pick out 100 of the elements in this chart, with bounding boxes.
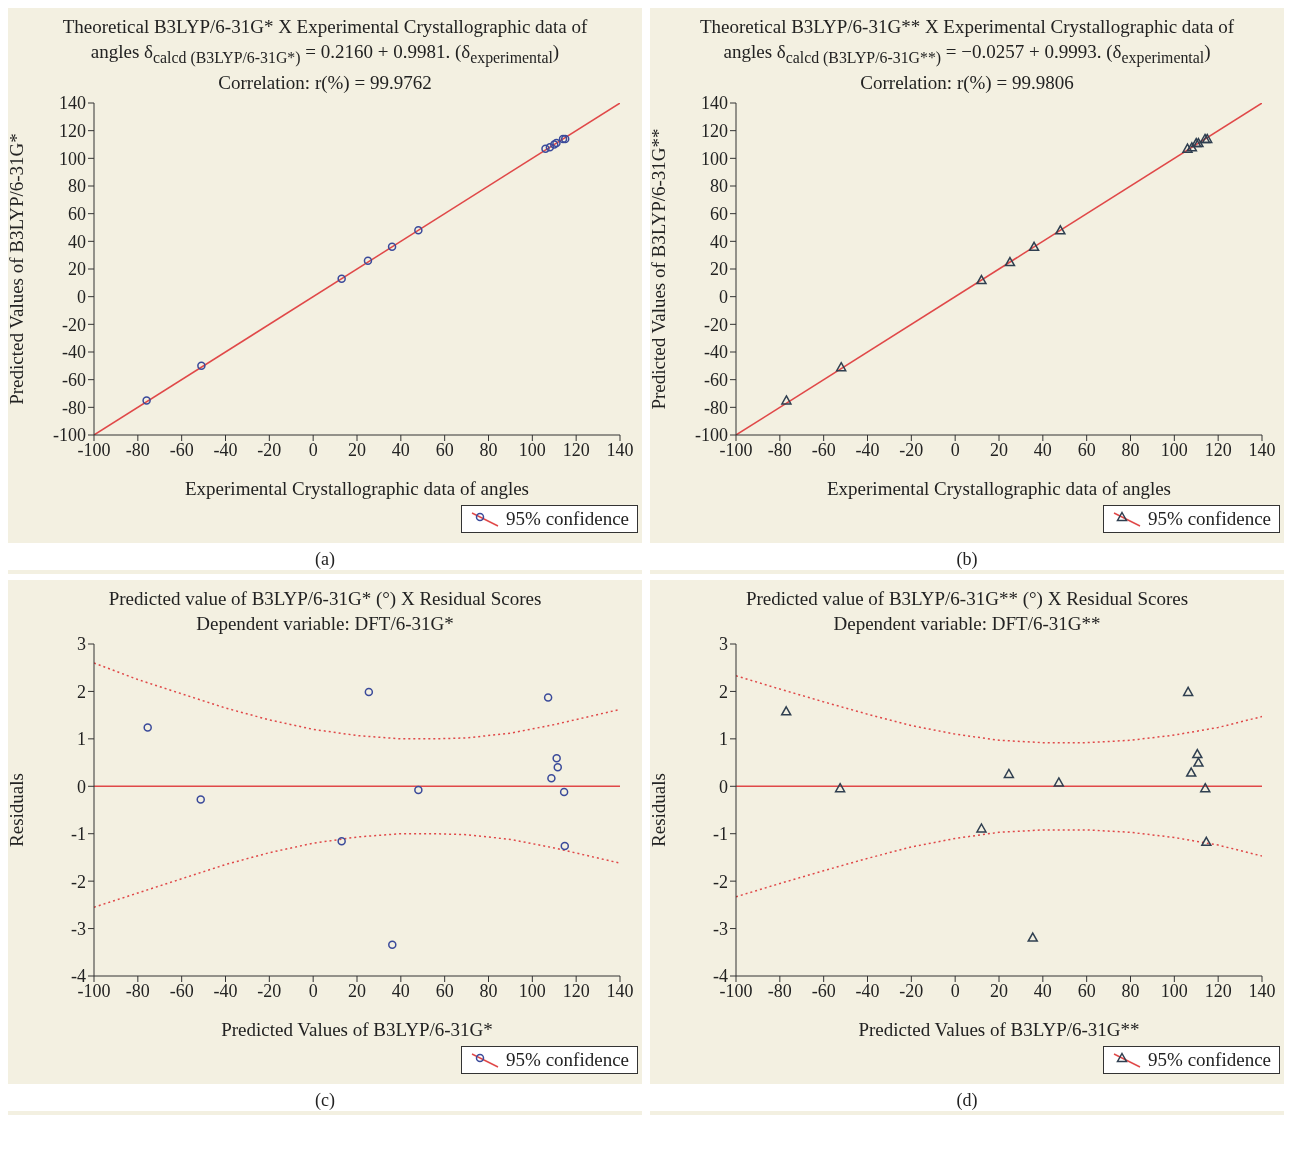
x-tick-label: -40 — [213, 439, 238, 460]
x-tick-label: 100 — [1160, 439, 1188, 460]
y-tick-label: -40 — [62, 342, 86, 363]
x-tick-label: 20 — [348, 439, 366, 460]
point — [1192, 748, 1203, 759]
x-tick-label: 40 — [391, 980, 410, 1001]
x-tick-label: 100 — [518, 439, 546, 460]
y-tick-label: 3 — [77, 634, 86, 655]
x-tick-label: 40 — [1033, 439, 1052, 460]
point — [835, 361, 847, 372]
x-tick-label: -40 — [213, 980, 238, 1001]
y-tick-label: 0 — [719, 776, 728, 797]
y-tick-label: -4 — [713, 966, 728, 987]
point — [197, 361, 206, 370]
point — [414, 785, 423, 795]
x-tick-label: 100 — [1160, 980, 1188, 1001]
y-tick-label: 1 — [77, 729, 86, 750]
chart-title: Predicted value of B3LYP/6-31G* (°) X Residual Scores — [107, 586, 543, 611]
point — [1055, 224, 1066, 235]
y-tick-label: -100 — [695, 425, 728, 446]
x-tick-label: 140 — [1248, 439, 1276, 460]
y-tick-label: 20 — [68, 259, 86, 280]
point — [1004, 256, 1016, 267]
y-tick-label: -40 — [704, 342, 728, 363]
x-tick-label: 60 — [435, 439, 454, 460]
x-tick-label: -20 — [257, 980, 282, 1001]
x-tick-label: -20 — [257, 439, 282, 460]
x-tick-label: -40 — [855, 980, 880, 1001]
y-tick-label: 1 — [719, 729, 728, 750]
point — [547, 773, 556, 783]
x-tick-label: 40 — [391, 439, 410, 460]
y-tick-label: 100 — [701, 148, 728, 169]
point — [196, 795, 205, 804]
chart-subtitle: Dependent variable: DFT/6-31G** — [832, 611, 1102, 636]
x-tick-label: 80 — [479, 980, 498, 1001]
line-series — [736, 674, 1262, 744]
point — [1182, 143, 1193, 153]
chart-title: Theoretical B3LYP/6-31G* X Experimental Crystallographic data of angles δ$_{calcd (B3LYP/6-31G*)}$ = 0.2160 + 0.9981. (δ$_{experimental}$) — [61, 15, 589, 69]
y-axis-title: Predicted Values of B3LYP/6-31G** — [647, 128, 669, 410]
point — [780, 705, 792, 716]
y-tick-label: -60 — [704, 369, 728, 390]
y-axis-title: Residuals — [5, 772, 27, 847]
legend-label: 95% confidence — [506, 507, 629, 530]
x-tick-label: 140 — [606, 980, 634, 1001]
chart-subtitle: Correlation: r(%) = 99.9806 — [859, 70, 1075, 95]
point — [1053, 777, 1065, 787]
chart-subtitle: Correlation: r(%) = 99.9762 — [217, 70, 433, 95]
point — [337, 836, 346, 846]
y-tick-label: 20 — [710, 259, 728, 280]
y-tick-label: 40 — [68, 231, 86, 252]
y-tick-label: -60 — [62, 369, 86, 390]
x-tick-label: 0 — [308, 980, 318, 1001]
point — [1193, 757, 1204, 767]
point — [834, 782, 846, 793]
chart-subtitle: Dependent variable: DFT/6-31G* — [195, 611, 455, 636]
y-tick-label: -20 — [704, 314, 728, 335]
point — [388, 940, 397, 949]
x-tick-label: -80 — [767, 439, 792, 460]
x-tick-label: 60 — [435, 980, 454, 1001]
line-series — [94, 832, 620, 908]
point — [143, 723, 152, 732]
x-tick-label: 0 — [950, 439, 960, 460]
x-tick-label: 60 — [1077, 439, 1096, 460]
y-tick-label: -1 — [71, 823, 86, 844]
point — [976, 823, 987, 833]
x-tick-label: -20 — [899, 980, 924, 1001]
y-tick-label: 60 — [68, 203, 86, 224]
text: (d) — [650, 1083, 1284, 1111]
x-tick-label: 20 — [348, 980, 366, 1001]
text: (b) — [650, 542, 1284, 570]
point — [559, 787, 569, 797]
chart-title: Theoretical B3LYP/6-31G** X Experimental Crystallographic data of angles δ$_{calcd (B3LYP/6-31G**)}$ = −0.0257 + 0.9993. (δ$_{experimental}$) — [698, 15, 1236, 69]
y-tick-label: 3 — [719, 634, 728, 655]
point — [1028, 241, 1040, 251]
x-tick-label: -80 — [125, 439, 150, 460]
y-tick-label: -3 — [713, 918, 728, 939]
y-tick-label: -100 — [53, 425, 86, 446]
chart-title: Predicted value of B3LYP/6-31G** (°) X Residual Scores — [744, 586, 1190, 611]
x-axis-title: Predicted Values of B3LYP/6-31G* — [221, 1018, 493, 1040]
y-tick-label: 100 — [59, 148, 86, 169]
y-tick-label: -4 — [71, 966, 86, 987]
point — [541, 144, 550, 153]
point — [781, 394, 792, 405]
x-tick-label: 120 — [1204, 439, 1232, 460]
line-series — [736, 828, 1262, 898]
y-tick-label: -1 — [713, 823, 728, 844]
x-tick-label: 40 — [1033, 980, 1052, 1001]
point — [414, 225, 423, 235]
y-tick-label: -2 — [71, 871, 86, 892]
x-tick-label: 20 — [990, 439, 1008, 460]
x-tick-label: -40 — [855, 439, 880, 460]
point — [1182, 686, 1194, 696]
y-axis-title: Residuals — [647, 772, 669, 847]
point — [553, 762, 563, 772]
point — [337, 274, 346, 283]
text: (c) — [8, 1083, 642, 1111]
text: (a) — [8, 542, 642, 570]
point — [1027, 932, 1038, 942]
x-tick-label: 140 — [1248, 980, 1276, 1001]
x-axis-title: Experimental Crystallographic data of angles — [185, 477, 529, 499]
